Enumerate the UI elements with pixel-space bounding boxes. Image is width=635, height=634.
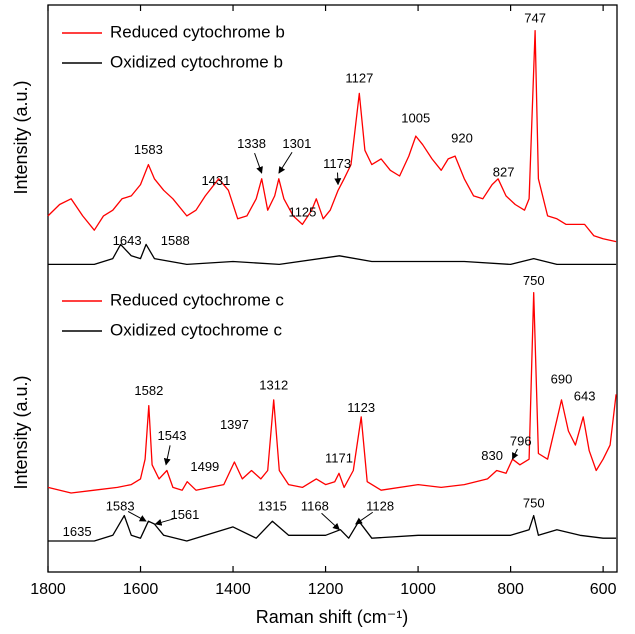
y-axis-label: Intensity (a.u.) xyxy=(11,80,31,194)
peak-label: 747 xyxy=(524,11,546,26)
x-tick-label: 1000 xyxy=(400,581,436,598)
spectrum-line xyxy=(47,292,617,494)
peak-label: 1338 xyxy=(237,136,266,151)
peak-label: 1171 xyxy=(325,451,353,466)
peak-label: 796 xyxy=(510,434,532,449)
peak-arrow xyxy=(512,448,519,460)
x-axis-label: Raman shift (cm⁻¹) xyxy=(256,607,409,627)
peak-arrow xyxy=(127,510,147,522)
legend-label: Oxidized cytochrome b xyxy=(110,52,283,71)
peak-label: 1431 xyxy=(201,173,230,188)
peak-arrow xyxy=(278,151,293,174)
peak-label: 827 xyxy=(493,165,515,180)
x-tick-label: 1400 xyxy=(215,581,251,598)
peak-arrow xyxy=(163,445,171,466)
peak-arrow xyxy=(355,511,374,525)
x-tick-label: 1200 xyxy=(308,581,344,598)
peak-label: 750 xyxy=(523,496,545,511)
peak-label: 830 xyxy=(481,448,503,463)
y-axis-label: Intensity (a.u.) xyxy=(11,375,31,489)
peak-label: 1583 xyxy=(106,499,135,514)
peak-label: 690 xyxy=(551,372,573,387)
x-tick-label: 1800 xyxy=(30,581,66,598)
peak-label: 750 xyxy=(523,273,545,288)
peak-label: 643 xyxy=(574,389,596,404)
peak-label: 920 xyxy=(451,130,473,145)
plot-frame xyxy=(47,4,618,573)
peak-label: 1173 xyxy=(323,156,351,171)
peak-label: 1127 xyxy=(345,71,373,86)
peak-label: 1582 xyxy=(134,383,163,398)
peak-label: 1397 xyxy=(220,417,249,432)
peak-label: 1301 xyxy=(282,136,311,151)
x-tick-label: 800 xyxy=(497,581,524,598)
peak-label: 1588 xyxy=(161,233,190,248)
peak-label: 1499 xyxy=(190,459,219,474)
peak-arrow xyxy=(321,512,340,531)
peak-label: 1561 xyxy=(170,507,199,522)
peak-label: 1315 xyxy=(258,499,287,514)
peak-arrow xyxy=(154,517,177,526)
peak-arrow xyxy=(334,172,342,186)
peak-label: 1125 xyxy=(288,204,316,219)
legend-label: Reduced cytochrome c xyxy=(110,290,284,309)
peak-label: 1005 xyxy=(401,110,430,125)
spectrum-line xyxy=(48,243,617,266)
peak-label: 1643 xyxy=(113,233,142,248)
peak-label: 1168 xyxy=(301,499,329,514)
legend-label: Oxidized cytochrome c xyxy=(110,320,282,339)
peak-label: 1583 xyxy=(134,142,163,157)
legend-label: Reduced cytochrome b xyxy=(110,22,285,41)
peak-label: 1128 xyxy=(366,499,394,514)
peak-label: 1312 xyxy=(259,377,288,392)
peak-label: 1123 xyxy=(347,400,375,415)
x-tick-label: 1600 xyxy=(123,581,159,598)
peak-arrow xyxy=(254,152,263,174)
peak-label: 1635 xyxy=(63,524,92,539)
x-tick-label: 600 xyxy=(590,581,617,598)
spectrum-line xyxy=(48,514,617,542)
peak-label: 1543 xyxy=(158,428,187,443)
